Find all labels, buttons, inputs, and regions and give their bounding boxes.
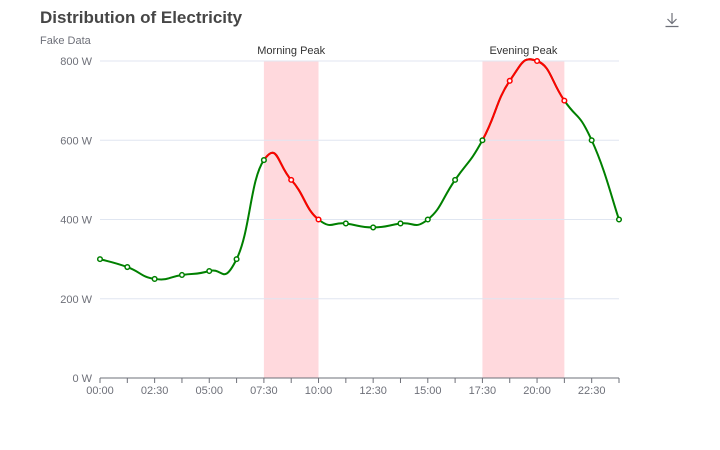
y-tick-label: 400 W: [60, 215, 92, 227]
x-tick-label: 05:00: [195, 385, 223, 397]
x-tick-label: 17:30: [469, 385, 497, 397]
data-point: [151, 275, 158, 282]
x-tick-label: 20:00: [523, 385, 551, 397]
data-point: [452, 176, 459, 183]
data-point: [397, 220, 404, 227]
x-tick-label: 22:30: [578, 385, 606, 397]
data-point: [178, 271, 185, 279]
data-point: [124, 264, 131, 271]
y-tick-label: 800 W: [60, 56, 92, 68]
data-point: [479, 137, 486, 144]
y-tick-label: 600 W: [60, 135, 92, 147]
data-point: [260, 157, 267, 164]
data-point: [233, 256, 240, 263]
x-tick-label: 15:00: [414, 385, 442, 397]
data-point: [96, 256, 104, 263]
chart-subtitle: Fake Data: [40, 35, 91, 47]
data-point: [288, 176, 295, 183]
x-tick-label: 10:00: [305, 385, 333, 397]
mark-area-label: Evening Peak: [489, 45, 557, 57]
data-point: [315, 216, 322, 223]
x-tick-label: 00:00: [86, 385, 114, 397]
chart-title: Distribution of Electricity: [40, 8, 243, 27]
x-tick-label: 12:30: [359, 385, 387, 397]
x-tick-label: 07:30: [250, 385, 278, 397]
data-point: [506, 77, 513, 84]
data-point: [342, 220, 349, 227]
download-icon[interactable]: [664, 12, 680, 28]
data-point: [424, 216, 431, 223]
data-point: [370, 224, 377, 231]
data-point: [615, 216, 623, 223]
data-point: [534, 57, 541, 65]
y-tick-label: 0 W: [72, 373, 92, 385]
x-tick-label: 02:30: [141, 385, 169, 397]
data-point: [588, 137, 595, 144]
data-point: [561, 97, 568, 104]
data-point: [206, 267, 213, 275]
mark-area-label: Morning Peak: [257, 45, 325, 57]
y-tick-label: 200 W: [60, 294, 92, 306]
